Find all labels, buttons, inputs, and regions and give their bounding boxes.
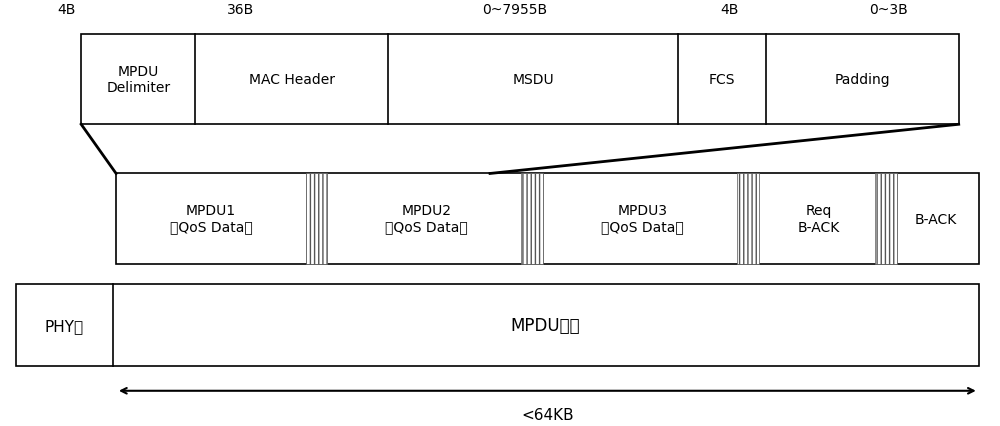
Text: Req
B-ACK: Req B-ACK (798, 204, 840, 234)
Text: 36B: 36B (227, 3, 254, 17)
Text: Padding: Padding (834, 73, 890, 87)
FancyBboxPatch shape (81, 35, 959, 125)
Text: MPDU子帧: MPDU子帧 (511, 317, 580, 334)
Bar (737, 174, 759, 264)
Text: 4B: 4B (720, 3, 739, 17)
Bar (521, 174, 543, 264)
Text: <64KB: <64KB (521, 407, 574, 422)
Text: MPDU
Delimiter: MPDU Delimiter (106, 65, 170, 95)
Text: MPDU1
（QoS Data）: MPDU1 （QoS Data） (170, 204, 252, 234)
FancyBboxPatch shape (116, 174, 979, 264)
Text: FCS: FCS (709, 73, 735, 87)
Text: 0~3B: 0~3B (870, 3, 908, 17)
Text: MPDU2
（QoS Data）: MPDU2 （QoS Data） (385, 204, 468, 234)
Text: B-ACK: B-ACK (914, 212, 957, 226)
Text: MAC Header: MAC Header (249, 73, 335, 87)
Text: MSDU: MSDU (512, 73, 554, 87)
Bar (306, 174, 327, 264)
Text: PHY头: PHY头 (45, 318, 84, 333)
Text: 0~7955B: 0~7955B (482, 3, 548, 17)
Bar (875, 174, 897, 264)
Text: 4B: 4B (57, 3, 75, 17)
Text: MPDU3
（QoS Data）: MPDU3 （QoS Data） (601, 204, 684, 234)
FancyBboxPatch shape (16, 285, 979, 366)
